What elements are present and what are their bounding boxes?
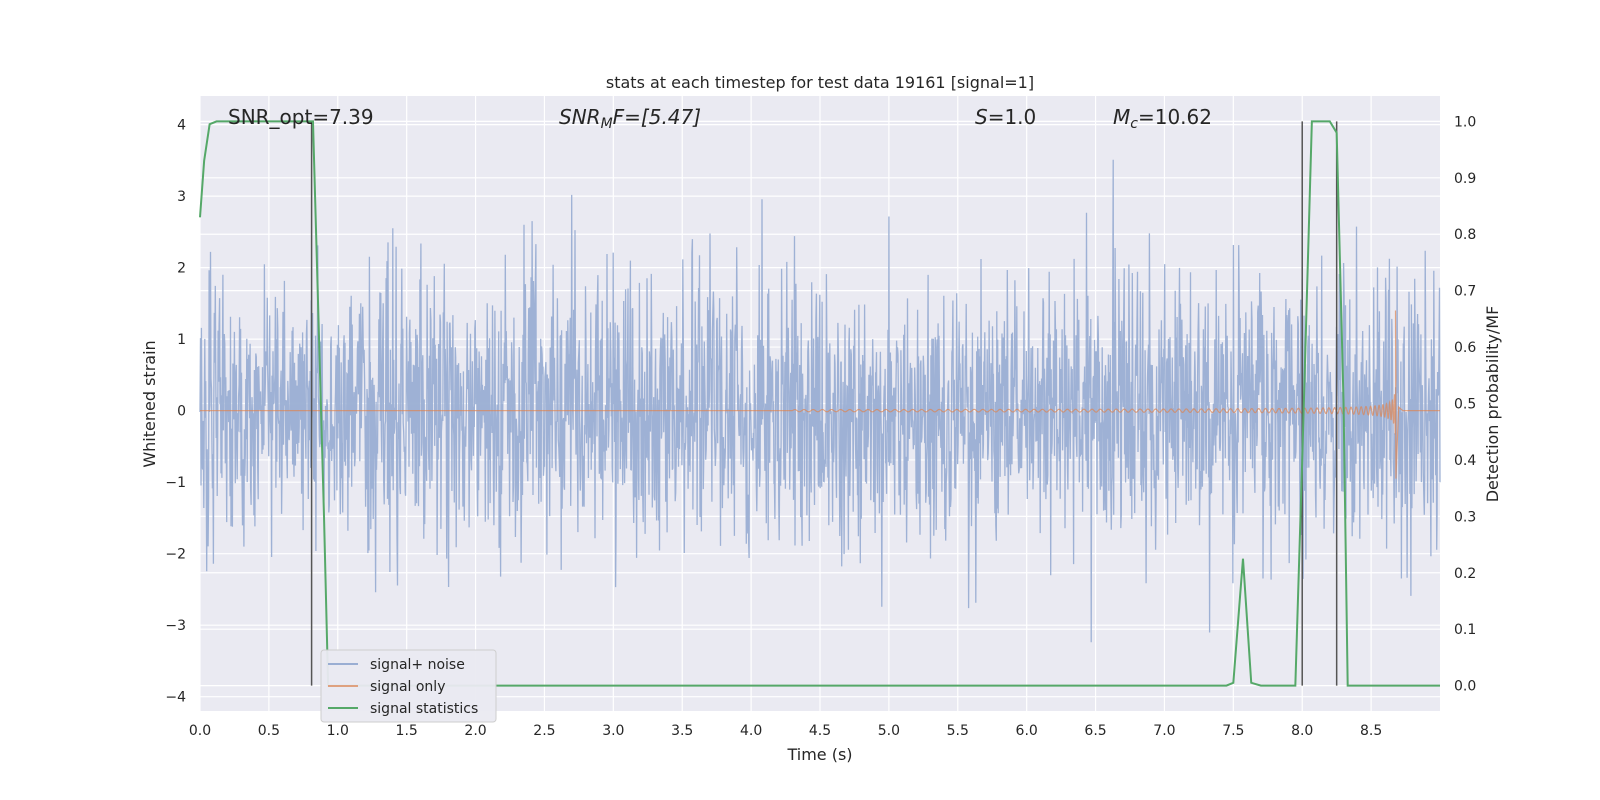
vertical-markers xyxy=(310,121,1338,686)
x-tick-13: 6.5 xyxy=(1084,723,1106,739)
snr-mf-sub: M xyxy=(601,116,613,132)
series-signal-noise xyxy=(199,159,1441,643)
x-tick-14: 7.0 xyxy=(1153,723,1175,739)
mc-rest: =10.62 xyxy=(1138,105,1212,129)
x-tick-7: 3.5 xyxy=(671,723,693,739)
x-tick-3: 1.5 xyxy=(396,723,418,739)
x-tick-12: 6.0 xyxy=(1016,723,1038,739)
y-axis-label: Whitened strain xyxy=(140,340,159,467)
chirp-line xyxy=(200,310,1440,479)
series-signal-statistics xyxy=(199,120,1440,687)
mc-sub: c xyxy=(1130,116,1138,132)
y2-tick-8: 0.8 xyxy=(1454,227,1476,243)
mc-main: M xyxy=(1113,105,1130,129)
x-tick-16: 8.0 xyxy=(1291,723,1313,739)
y-tick-8: 4 xyxy=(177,118,186,134)
y-tick-0: −4 xyxy=(165,690,186,706)
y2-tick-1: 0.1 xyxy=(1454,622,1476,638)
x-tick-9: 4.5 xyxy=(809,723,831,739)
noise-line xyxy=(199,159,1441,643)
x-tick-17: 8.5 xyxy=(1360,723,1382,739)
x-tick-11: 5.5 xyxy=(947,723,969,739)
y2-tick-6: 0.6 xyxy=(1454,340,1476,356)
legend: signal+ noise signal only signal statist… xyxy=(320,649,497,723)
y2-tick-10: 1.0 xyxy=(1454,114,1476,130)
annotation-snr-mf: SNRMF=[5.47] xyxy=(559,105,701,132)
y-tick-6: 2 xyxy=(177,261,186,277)
snr-mf-main: SNR xyxy=(559,105,601,129)
y2-tick-2: 0.2 xyxy=(1454,566,1476,582)
legend-label-signal-only: signal only xyxy=(370,679,445,695)
y-tick-7: 3 xyxy=(177,189,186,205)
x-tick-1: 0.5 xyxy=(258,723,280,739)
series-signal-only xyxy=(200,310,1440,479)
chart-title: stats at each timestep for test data 191… xyxy=(606,73,1034,92)
legend-label-signal-statistics: signal statistics xyxy=(370,701,478,717)
x-tick-2: 1.0 xyxy=(327,723,349,739)
statistics-line xyxy=(199,120,1440,687)
snr-mf-rest: F=[5.47] xyxy=(613,105,701,129)
x-tick-0: 0.0 xyxy=(189,723,211,739)
y2-tick-3: 0.3 xyxy=(1454,509,1476,525)
x-tick-5: 2.5 xyxy=(533,723,555,739)
annotation-mc: Mc=10.62 xyxy=(1113,105,1212,132)
y-tick-5: 1 xyxy=(177,332,186,348)
y2-tick-4: 0.4 xyxy=(1454,453,1476,469)
x-tick-6: 3.0 xyxy=(602,723,624,739)
legend-label-signal-noise: signal+ noise xyxy=(370,657,465,673)
y-tick-4: 0 xyxy=(177,404,186,420)
legend-box xyxy=(320,649,497,723)
y2-axis-label: Detection probability/MF xyxy=(1483,306,1502,503)
annotation-snr-opt: SNR_opt=7.39 xyxy=(228,105,374,129)
y2-tick-5: 0.5 xyxy=(1454,397,1476,413)
x-axis-label: Time (s) xyxy=(786,745,852,764)
y2-tick-0: 0.0 xyxy=(1454,679,1476,695)
y2-tick-9: 0.9 xyxy=(1454,171,1476,187)
x-tick-10: 5.0 xyxy=(878,723,900,739)
y-tick-1: −3 xyxy=(165,618,186,634)
annotation-s: S=1.0 xyxy=(975,105,1036,129)
y-tick-2: −2 xyxy=(165,547,186,563)
s-main: S xyxy=(975,105,988,129)
x-tick-15: 7.5 xyxy=(1222,723,1244,739)
y2-tick-7: 0.7 xyxy=(1454,284,1476,300)
y-tick-3: −1 xyxy=(165,475,186,491)
x-tick-8: 4.0 xyxy=(740,723,762,739)
s-rest: =1.0 xyxy=(988,105,1037,129)
ticks: 0.0 0.5 1.0 1.5 2.0 2.5 3.0 3.5 4.0 4.5 5.0 5.5 6.0 6… xyxy=(165,114,1476,739)
x-tick-4: 2.0 xyxy=(464,723,486,739)
